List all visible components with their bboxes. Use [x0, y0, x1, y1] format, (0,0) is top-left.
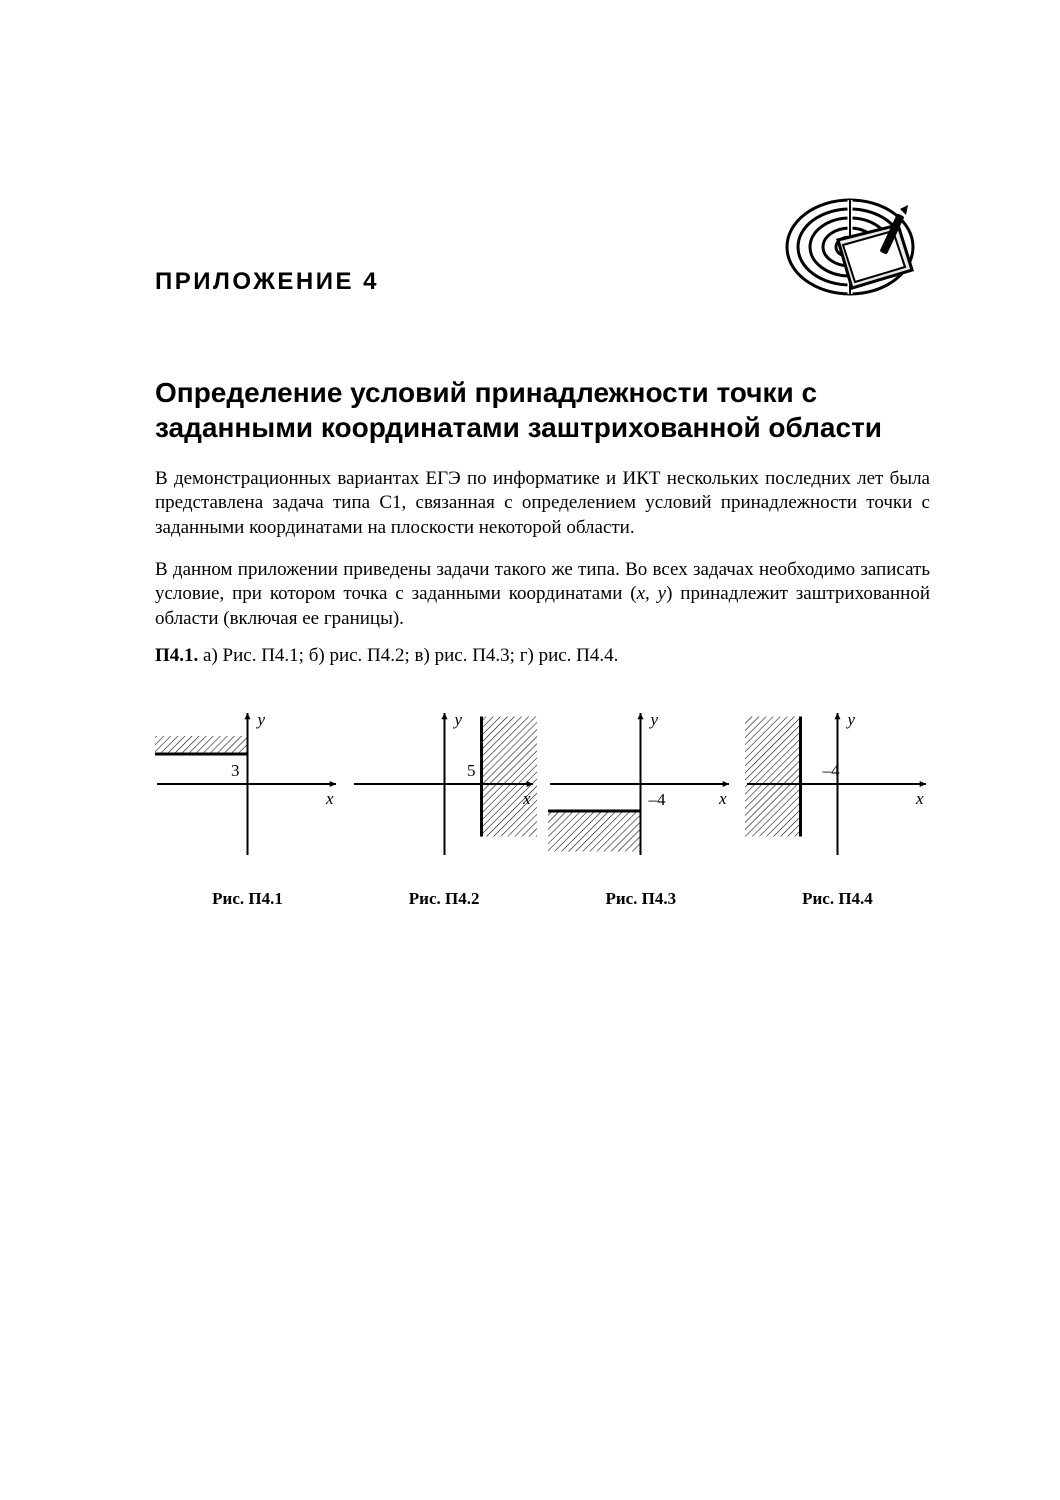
task-number: П4.1. — [155, 645, 198, 666]
figure-2: y x 5 Рис. П4.2 — [352, 709, 537, 909]
var-y: y — [658, 583, 666, 604]
svg-text:y: y — [256, 710, 266, 729]
diagram-4: y x –4 — [745, 709, 930, 859]
figure-4-caption: Рис. П4.4 — [745, 889, 930, 909]
svg-text:–4: –4 — [821, 761, 840, 780]
section-title: Определение условий принадлежности точки… — [155, 375, 930, 445]
task-text: а) Рис. П4.1; б) рис. П4.2; в) рис. П4.3… — [198, 645, 618, 666]
svg-text:x: x — [718, 789, 727, 808]
figure-3-caption: Рис. П4.3 — [548, 889, 733, 909]
diagram-1: y x 3 — [155, 709, 340, 859]
diagram-2: y x 5 — [352, 709, 537, 859]
paragraph-1: В демонстрационных вариантах ЕГЭ по инфо… — [155, 467, 930, 540]
figure-1: y x 3 Рис. П4.1 — [155, 709, 340, 909]
figure-1-caption: Рис. П4.1 — [155, 889, 340, 909]
figure-3: y x –4 Рис. П4.3 — [548, 709, 733, 909]
var-x: x — [637, 583, 645, 604]
figures-row: y x 3 Рис. П4.1 y x 5 Рис. П4.2 y x –4 Рис. П4… — [155, 709, 930, 909]
svg-text:y: y — [845, 710, 855, 729]
diagram-3: y x –4 — [548, 709, 733, 859]
svg-text:3: 3 — [231, 761, 240, 780]
figure-4: y x –4 Рис. П4.4 — [745, 709, 930, 909]
svg-text:–4: –4 — [648, 790, 667, 809]
task-line: П4.1. а) Рис. П4.1; б) рис. П4.2; в) рис… — [155, 645, 930, 667]
decorative-logo — [780, 195, 920, 300]
figure-2-caption: Рис. П4.2 — [352, 889, 537, 909]
page: ПРИЛОЖЕНИЕ 4 — [0, 0, 1060, 1500]
svg-text:5: 5 — [467, 761, 476, 780]
svg-text:y: y — [649, 710, 659, 729]
appendix-title: ПРИЛОЖЕНИЕ 4 — [155, 268, 379, 296]
svg-text:x: x — [915, 789, 924, 808]
header-row: ПРИЛОЖЕНИЕ 4 — [155, 230, 930, 300]
svg-text:y: y — [452, 710, 462, 729]
svg-text:x: x — [522, 789, 531, 808]
paragraph-2: В данном приложении приведены задачи так… — [155, 558, 930, 631]
comma: , — [645, 583, 658, 604]
svg-text:x: x — [325, 789, 334, 808]
